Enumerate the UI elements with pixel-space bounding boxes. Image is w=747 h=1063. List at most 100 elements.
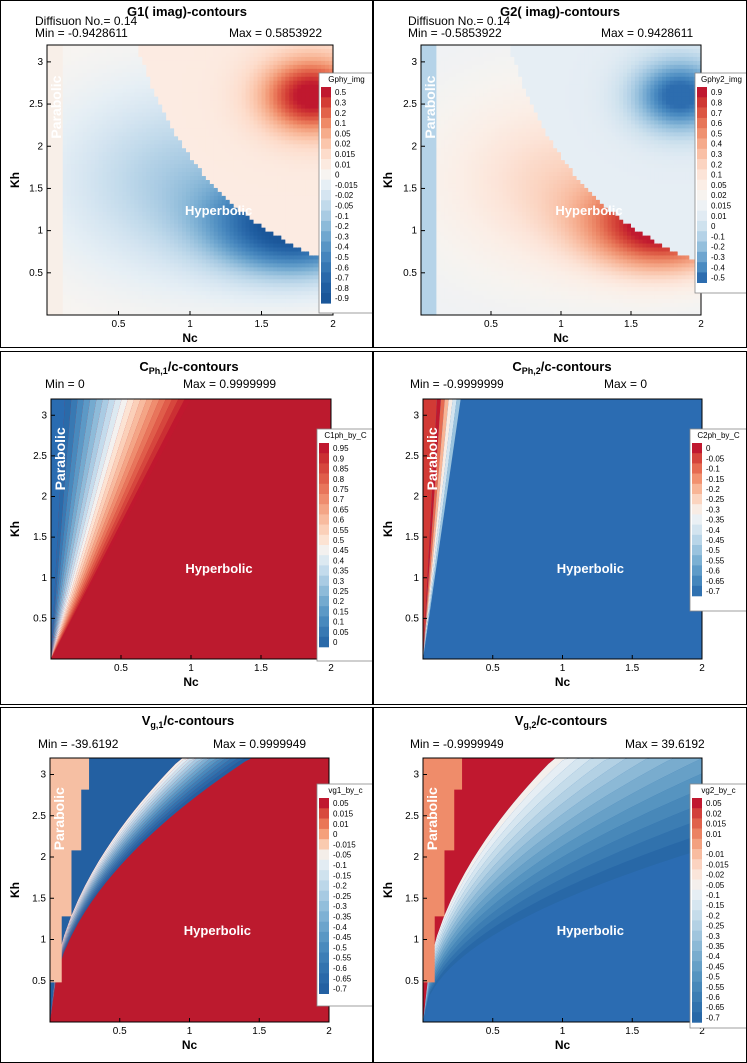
contour-cell bbox=[293, 187, 298, 193]
contour-cell bbox=[313, 271, 318, 276]
contour-cell bbox=[281, 287, 286, 292]
contour-cell bbox=[269, 76, 275, 82]
contour-cell bbox=[86, 84, 92, 90]
contour-cell bbox=[114, 104, 120, 110]
contour-cell bbox=[150, 251, 155, 257]
contour-cell bbox=[305, 80, 310, 86]
contour-cell bbox=[269, 215, 275, 221]
contour-cell bbox=[170, 100, 175, 106]
contour-cell bbox=[70, 104, 76, 110]
contour-cell bbox=[305, 247, 310, 253]
contour-cell bbox=[106, 203, 112, 209]
contour-cell bbox=[261, 203, 267, 209]
contour-cell bbox=[66, 108, 72, 114]
contour-cell bbox=[150, 203, 155, 209]
contour-cell bbox=[241, 45, 247, 50]
contour-cell bbox=[162, 303, 167, 308]
contour-cell bbox=[309, 283, 314, 288]
contour-cell bbox=[313, 88, 318, 94]
contour-cell bbox=[126, 172, 132, 177]
contour-cell bbox=[193, 215, 199, 221]
contour-cell bbox=[86, 291, 92, 296]
contour-cell bbox=[122, 52, 128, 58]
contour-cell bbox=[229, 227, 235, 233]
contour-cell bbox=[74, 96, 80, 102]
contour-cell bbox=[297, 80, 302, 86]
contour-cell bbox=[150, 180, 155, 185]
contour-cell bbox=[90, 299, 96, 304]
contour-cell bbox=[86, 132, 92, 137]
contour-cell bbox=[126, 72, 132, 78]
contour-cell bbox=[241, 76, 247, 82]
contour-cell bbox=[221, 259, 227, 264]
contour-cell bbox=[205, 72, 211, 78]
contour-cell bbox=[305, 152, 310, 157]
legend-label: 0.2 bbox=[335, 109, 347, 118]
contour-cell bbox=[249, 112, 255, 118]
contour-cell bbox=[221, 239, 227, 245]
contour-cell bbox=[209, 100, 215, 106]
contour-cell bbox=[182, 259, 187, 264]
contour-cell bbox=[158, 112, 163, 118]
contour-cell bbox=[98, 203, 104, 209]
contour-cell bbox=[74, 176, 80, 181]
contour-cell bbox=[126, 116, 132, 122]
contour-cell bbox=[213, 160, 219, 165]
contour-cell bbox=[261, 180, 267, 185]
contour-cell bbox=[190, 45, 195, 50]
contour-cell bbox=[114, 64, 120, 70]
contour-cell bbox=[182, 172, 187, 177]
contour-cell bbox=[225, 116, 231, 122]
contour-cell bbox=[66, 60, 72, 66]
contour-cell bbox=[82, 199, 88, 205]
contour-cell bbox=[130, 164, 135, 169]
contour-cell bbox=[201, 45, 207, 50]
contour-cell bbox=[309, 168, 314, 173]
contour-cell bbox=[66, 191, 72, 197]
contour-cell bbox=[277, 48, 282, 54]
contour-cell bbox=[78, 88, 84, 94]
contour-cell bbox=[213, 56, 219, 62]
contour-cell bbox=[217, 211, 223, 217]
contour-cell bbox=[277, 199, 282, 205]
contour-cell bbox=[213, 156, 219, 161]
contour-cell bbox=[309, 275, 314, 280]
contour-cell bbox=[138, 239, 143, 245]
contour-cell bbox=[273, 68, 278, 74]
contour-cell bbox=[237, 279, 243, 284]
contour-cell bbox=[217, 311, 223, 315]
contour-cell bbox=[154, 187, 159, 193]
contour-cell bbox=[70, 72, 76, 78]
contour-cell bbox=[94, 100, 100, 106]
contour-cell bbox=[118, 124, 124, 129]
contour-cell bbox=[225, 72, 231, 78]
contour-cell bbox=[301, 48, 306, 54]
contour-cell bbox=[126, 132, 132, 137]
contour-cell bbox=[277, 211, 282, 217]
contour-cell bbox=[146, 295, 151, 300]
contour-cell bbox=[174, 219, 179, 225]
contour-cell bbox=[158, 259, 163, 264]
contour-cell bbox=[190, 291, 195, 296]
contour-cell bbox=[261, 211, 267, 217]
contour-cell bbox=[229, 48, 235, 54]
contour-cell bbox=[293, 255, 298, 261]
contour-cell bbox=[158, 291, 163, 296]
contour-cell bbox=[281, 291, 286, 296]
contour-cell bbox=[82, 96, 88, 102]
contour-cell bbox=[193, 108, 199, 114]
contour-cell bbox=[241, 180, 247, 185]
contour-cell bbox=[186, 243, 191, 249]
contour-cell bbox=[130, 295, 135, 300]
contour-cell bbox=[158, 84, 163, 90]
contour-cell bbox=[146, 187, 151, 193]
contour-cell bbox=[225, 180, 231, 185]
contour-cell bbox=[289, 148, 294, 153]
contour-cell bbox=[221, 60, 227, 66]
contour-cell bbox=[146, 124, 151, 129]
contour-cell bbox=[265, 120, 271, 126]
contour-cell bbox=[118, 183, 124, 189]
contour-cell bbox=[277, 207, 282, 213]
contour-cell bbox=[154, 287, 159, 292]
contour-cell bbox=[174, 307, 179, 312]
